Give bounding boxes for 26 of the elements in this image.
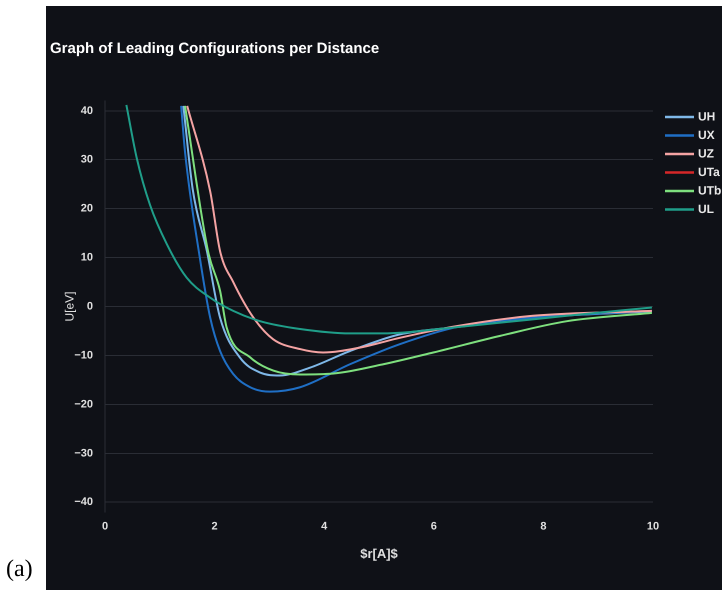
legend-label: UH [698, 109, 716, 124]
line-series [125, 104, 653, 334]
legend-label: UZ [698, 146, 714, 160]
legend-label: UL [698, 202, 714, 216]
y-tick-label: 30 [80, 154, 93, 166]
x-tick-label: 0 [102, 520, 108, 533]
y-tick-label: −20 [74, 398, 93, 410]
y-tick-label: −30 [74, 447, 93, 460]
y-tick-label: 40 [80, 104, 93, 117]
x-axis-title: $r[A]$ [360, 546, 399, 561]
x-tick-label: 2 [212, 520, 218, 533]
y-tick-label: 10 [80, 252, 93, 264]
y-axis-title: U[eV] [62, 291, 77, 322]
y-tick-label: 0 [86, 300, 93, 313]
y-tick-label: 20 [80, 202, 93, 215]
y-tick-label: −10 [74, 349, 93, 362]
legend-label: UTb [698, 183, 722, 198]
text: (a) [6, 556, 33, 583]
x-tick-label: 4 [321, 520, 328, 533]
x-tick-label: 10 [646, 520, 660, 533]
legend-label: UX [698, 128, 715, 142]
y-tick-label: −40 [74, 496, 93, 508]
legend-label: UTa [698, 164, 720, 179]
x-tick-label: 6 [430, 520, 437, 533]
x-tick-label: 8 [540, 520, 546, 533]
chart-title: Graph of Leading Configurations per Distance [50, 40, 380, 58]
